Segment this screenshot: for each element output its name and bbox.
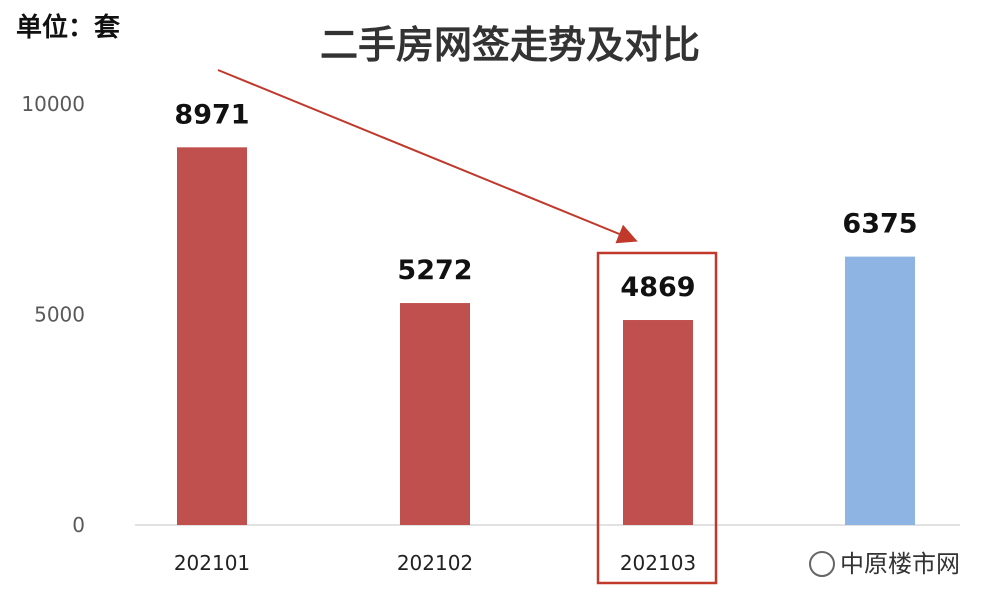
chart-title: 二手房网签走势及对比 [320, 22, 700, 67]
data-label: 6375 [842, 209, 917, 240]
x-tick-label: 202102 [397, 551, 473, 575]
data-labels: 8971 5272 4869 6375 [174, 99, 917, 303]
x-axis: 202101 202102 202103 [174, 551, 696, 575]
data-label: 8971 [174, 99, 249, 130]
watermark: 中原楼市网 [809, 550, 960, 578]
bar [177, 147, 247, 525]
y-tick-label: 0 [72, 513, 85, 537]
bar [623, 320, 693, 525]
highlight-box [596, 251, 718, 585]
wechat-icon [809, 551, 835, 577]
trend-arrow [217, 69, 638, 244]
x-tick-label: 202101 [174, 551, 250, 575]
unit-label: 单位：套 [16, 12, 121, 43]
watermark-text: 中原楼市网 [840, 550, 960, 578]
bar [400, 303, 470, 525]
y-tick-label: 10000 [21, 92, 85, 116]
y-axis: 0 5000 10000 [21, 92, 85, 537]
bars [177, 147, 915, 525]
x-tick-label: 202103 [620, 551, 696, 575]
data-label: 5272 [397, 255, 472, 286]
bar [845, 256, 915, 525]
y-tick-label: 5000 [34, 303, 85, 327]
data-label: 4869 [620, 272, 695, 303]
